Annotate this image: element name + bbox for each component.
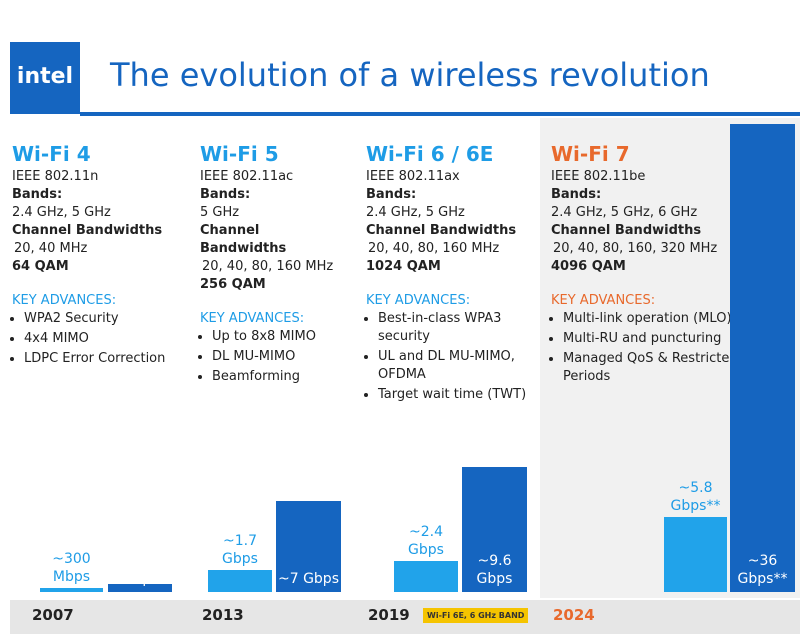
year: 2024	[553, 606, 595, 624]
year-strip	[10, 600, 800, 634]
bands: 2.4 GHz, 5 GHz	[366, 205, 465, 220]
channels: 20, 40, 80, 160 MHz	[368, 241, 500, 256]
speed-bar	[730, 124, 795, 592]
bands-label: Bands:	[366, 187, 417, 202]
generation: Wi-Fi 6 / 6E IEEE 802.11ax Bands: 2.4 GHz, …	[366, 140, 536, 406]
advance: UL and DL MU-MIMO, OFDMA	[378, 348, 536, 384]
standard: IEEE 802.11n	[12, 169, 99, 184]
qam: 64 QAM	[12, 259, 69, 274]
advance: Multi-RU and puncturing	[563, 330, 791, 348]
year: 2007	[32, 606, 74, 624]
generation: Wi-Fi 5 IEEE 802.11ac Bands: 5 GHz Channel B…	[200, 140, 340, 388]
logo: intel	[16, 64, 74, 89]
channel-label: Channel Bandwidths	[551, 223, 702, 238]
bands: 2.4 GHz, 5 GHz	[12, 205, 111, 220]
advances-label: KEY ADVANCES:	[551, 293, 656, 308]
generation-name: Wi-Fi 6 / 6E	[366, 142, 494, 166]
advances: Best-in-class WPA3 securityUL and DL MU-…	[366, 310, 536, 404]
bands-label: Bands:	[551, 187, 602, 202]
generation-name: Wi-Fi 7	[551, 142, 630, 166]
generation: Wi-Fi 7 IEEE 802.11be Bands: 2.4 GHz, 5 GHz…	[551, 140, 791, 388]
year: 2013	[202, 606, 244, 624]
speed-label: ~600 Mbps	[120, 553, 160, 587]
advances: WPA2 Security 4x4 MIMO LDPC Error Correcti…	[12, 310, 177, 368]
advance: Beamforming	[212, 368, 340, 386]
speed-label: ~1.7 Gbps	[222, 532, 258, 567]
advance: Multi-link operation (MLO)	[563, 310, 791, 328]
channels: 20, 40, 80, 160 MHz	[202, 259, 334, 274]
generation-name: Wi-Fi 4	[12, 142, 91, 166]
advances: Multi-link operation (MLO) Multi-RU and p…	[551, 310, 791, 386]
speed-label: ~36 Gbps**	[737, 553, 788, 587]
speed-label: ~7 Gbps	[277, 571, 339, 587]
speed-bar	[394, 560, 458, 592]
bands: 2.4 GHz, 5 GHz, 6 GHz	[551, 205, 698, 220]
speed-label: ~300 Mbps	[52, 551, 91, 586]
logo-box: intel	[10, 42, 80, 114]
advance: DL MU-MIMO	[212, 348, 340, 366]
standard: IEEE 802.11ac	[200, 169, 294, 184]
speed-bar	[462, 467, 527, 592]
channel-label: Channel Bandwidths	[366, 223, 517, 238]
standard: IEEE 802.11be	[551, 169, 646, 184]
advance: Best-in-class WPA3 security	[378, 310, 536, 346]
speed-bar	[208, 569, 272, 592]
speed-label: ~9.6 Gbps	[476, 553, 513, 587]
generation: Wi-Fi 4 IEEE 802.11n Bands: 2.4 GHz, 5 GHz C…	[12, 140, 177, 370]
badge: Wi-Fi 6E, 6 GHz BAND	[423, 608, 529, 623]
advances-label: KEY ADVANCES:	[200, 311, 305, 326]
advance: WPA2 Security	[24, 310, 177, 328]
generation-name: Wi-Fi 5	[200, 142, 279, 166]
advance: LDPC Error Correction	[24, 350, 177, 368]
qam: 4096 QAM	[551, 259, 626, 274]
qam: 1024 QAM	[366, 259, 441, 274]
channel-label: Channel Bandwidths	[200, 223, 287, 256]
speed-bar	[40, 588, 103, 592]
rule	[80, 112, 800, 116]
advances: Up to 8x8 MIMO DL MU-MIMO Beamforming	[200, 328, 340, 386]
bands: 5 GHz	[200, 205, 240, 220]
channels: 20, 40 MHz	[14, 241, 88, 256]
channel-label: Channel Bandwidths	[12, 223, 163, 238]
year: 2019	[368, 606, 410, 624]
advance: Up to 8x8 MIMO	[212, 328, 340, 346]
bands-label: Bands:	[12, 187, 63, 202]
title: The evolution of a wireless revolution	[110, 56, 710, 94]
channels: 20, 40, 80, 160, 320 MHz	[553, 241, 718, 256]
advance: 4x4 MIMO	[24, 330, 177, 348]
speed-bar	[664, 516, 727, 592]
qam: 256 QAM	[200, 277, 266, 292]
advances-label: KEY ADVANCES:	[366, 293, 471, 308]
speed-label: ~2.4 Gbps	[408, 523, 444, 558]
advances-label: KEY ADVANCES:	[12, 293, 117, 308]
speed-bar	[276, 501, 341, 592]
speed-bar	[108, 584, 172, 592]
standard: IEEE 802.11ax	[366, 169, 460, 184]
bands-label: Bands:	[200, 187, 251, 202]
advance: Target wait time (TWT)	[378, 386, 536, 404]
speed-label: ~5.8 Gbps**	[670, 479, 721, 514]
